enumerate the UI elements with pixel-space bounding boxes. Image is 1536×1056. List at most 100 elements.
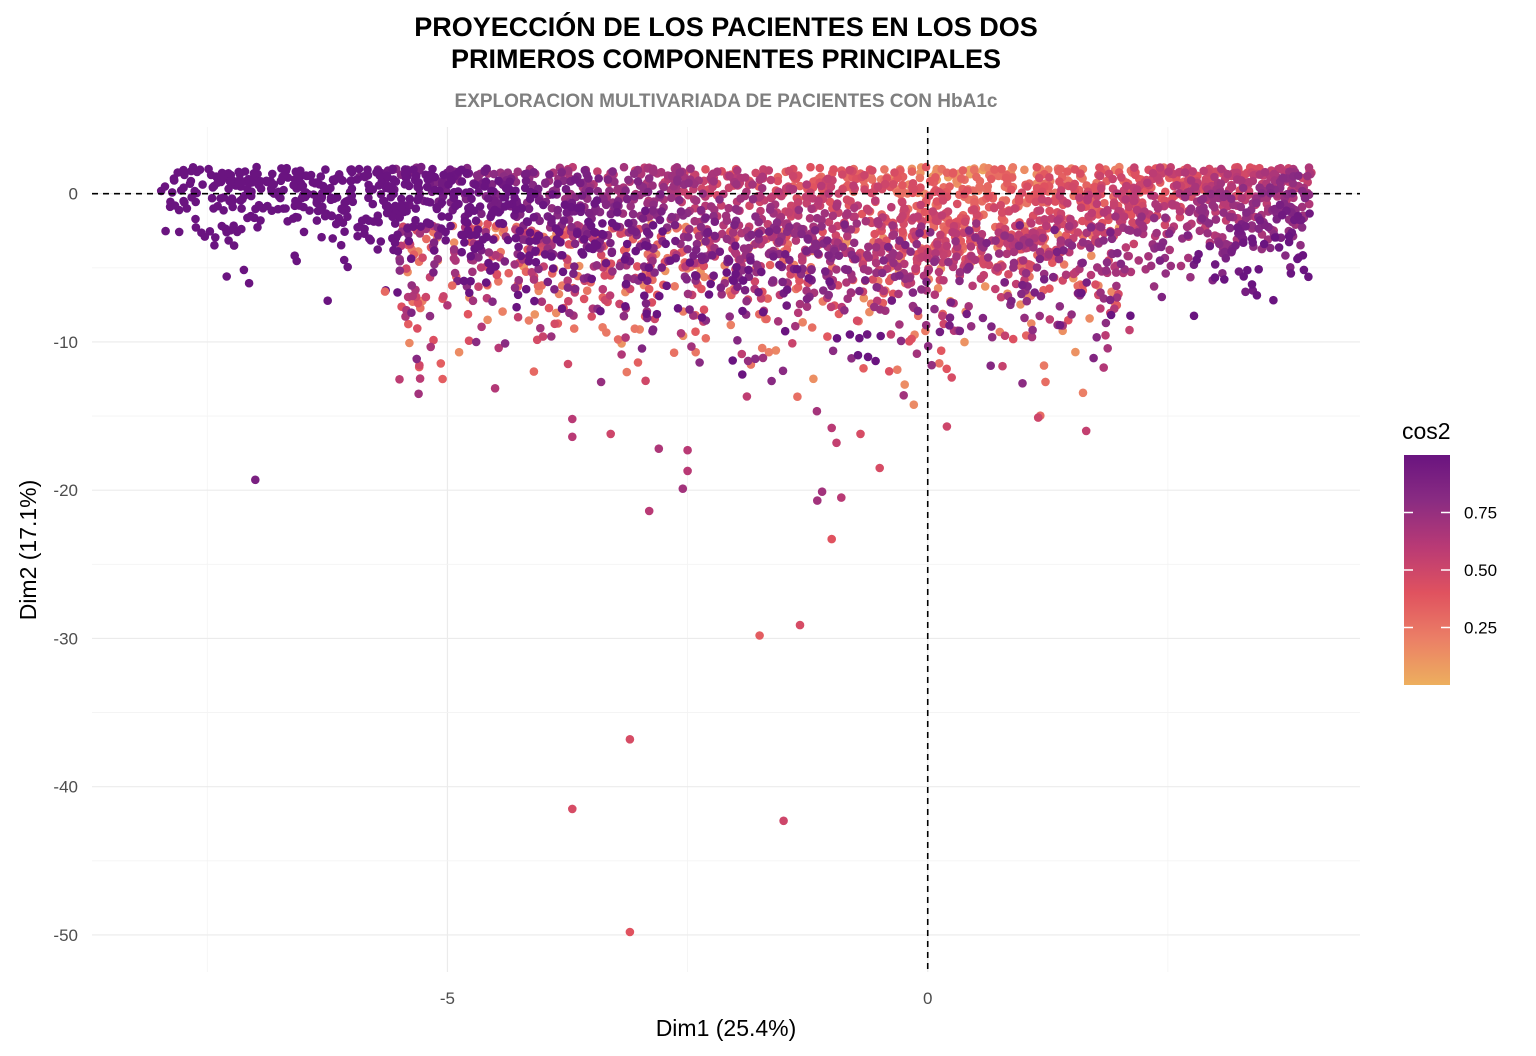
scatter-point (1035, 311, 1044, 321)
scatter-point (488, 297, 497, 307)
scatter-point (1090, 182, 1099, 192)
scatter-point (741, 245, 750, 255)
scatter-point (750, 277, 760, 286)
scatter-point (1210, 273, 1220, 282)
scatter-point (407, 308, 416, 318)
scatter-point (373, 167, 382, 176)
scatter-point (396, 202, 406, 212)
scatter-point (1004, 270, 1013, 279)
scatter-point (993, 263, 1002, 272)
scatter-point (357, 216, 367, 225)
scatter-point (1303, 171, 1312, 181)
scatter-point (817, 222, 826, 231)
scatter-point (871, 258, 881, 268)
scatter-point (205, 227, 215, 236)
scatter-point (1197, 214, 1207, 223)
scatter-point (724, 183, 734, 193)
scatter-point (429, 335, 438, 345)
scatter-point (1122, 181, 1131, 191)
scatter-point (1054, 166, 1063, 176)
scatter-point (987, 332, 997, 342)
scatter-point (751, 168, 760, 178)
scatter-point (484, 258, 493, 268)
scatter-point (784, 208, 794, 217)
scatter-point (525, 228, 535, 237)
scatter-point (608, 167, 617, 176)
scatter-point-outlier (251, 475, 260, 485)
scatter-point (726, 320, 736, 330)
scatter-point (1259, 239, 1269, 249)
scatter-point (191, 214, 200, 224)
scatter-point (408, 222, 418, 231)
scatter-point (955, 276, 964, 286)
scatter-point (1039, 361, 1049, 370)
legend-tick-label: 0.75 (1464, 504, 1497, 523)
scatter-point (339, 255, 349, 265)
scatter-point (640, 291, 649, 301)
scatter-point (547, 252, 556, 261)
scatter-point (621, 302, 630, 311)
scatter-point (602, 328, 611, 337)
scatter-point (1270, 233, 1280, 242)
scatter-point (570, 175, 580, 184)
scatter-point (180, 198, 189, 207)
scatter-point (1188, 167, 1197, 176)
scatter-point (746, 256, 755, 265)
scatter-point (359, 172, 369, 181)
scatter-point (1078, 388, 1088, 398)
scatter-point (934, 267, 944, 277)
scatter-point (991, 284, 1000, 294)
scatter-point (364, 193, 373, 203)
scatter-point (701, 237, 710, 246)
scatter-point (728, 356, 737, 365)
scatter-point (1189, 311, 1199, 321)
scatter-point (1180, 168, 1190, 177)
scatter-point (871, 356, 880, 366)
scatter-point (829, 165, 838, 174)
scatter-point (1126, 311, 1135, 321)
scatter-point (491, 250, 500, 260)
scatter-point (775, 237, 784, 246)
legend-tick-label: 0.25 (1464, 619, 1497, 638)
scatter-point-outlier (625, 927, 635, 937)
scatter-point (430, 260, 439, 269)
scatter-point (174, 227, 184, 237)
scatter-point (656, 190, 665, 199)
scatter-point (1008, 334, 1018, 344)
scatter-point (229, 241, 239, 250)
scatter-point (696, 222, 706, 232)
scatter-point (1048, 258, 1057, 268)
scatter-point (1082, 278, 1091, 287)
scatter-point (1269, 295, 1278, 305)
scatter-point (879, 256, 888, 265)
scatter-point (725, 312, 734, 321)
scatter-point (643, 187, 653, 197)
scatter-point (262, 176, 271, 186)
scatter-point (810, 226, 820, 235)
scatter-point (563, 283, 573, 292)
scatter-point (785, 222, 794, 232)
scatter-point (687, 342, 696, 351)
scatter-point (1025, 238, 1034, 247)
scatter-point (684, 232, 693, 242)
scatter-point (429, 268, 438, 277)
scatter-point (994, 171, 1003, 181)
scatter-point (530, 310, 540, 319)
scatter-point (715, 247, 725, 256)
scatter-point (1281, 251, 1290, 260)
scatter-point (966, 322, 976, 331)
scatter-point (345, 187, 355, 197)
scatter-point (626, 202, 635, 211)
scatter-point (855, 333, 864, 343)
scatter-point (1038, 187, 1047, 197)
scatter-point (1248, 176, 1258, 186)
scatter-point (889, 258, 898, 268)
scatter-point (631, 246, 640, 256)
scatter-point (1112, 293, 1122, 302)
scatter-point (570, 262, 579, 271)
scatter-point (690, 216, 699, 226)
scatter-point (782, 301, 791, 310)
scatter-point (1227, 194, 1236, 203)
scatter-point (1143, 178, 1152, 188)
scatter-point (1219, 208, 1228, 217)
